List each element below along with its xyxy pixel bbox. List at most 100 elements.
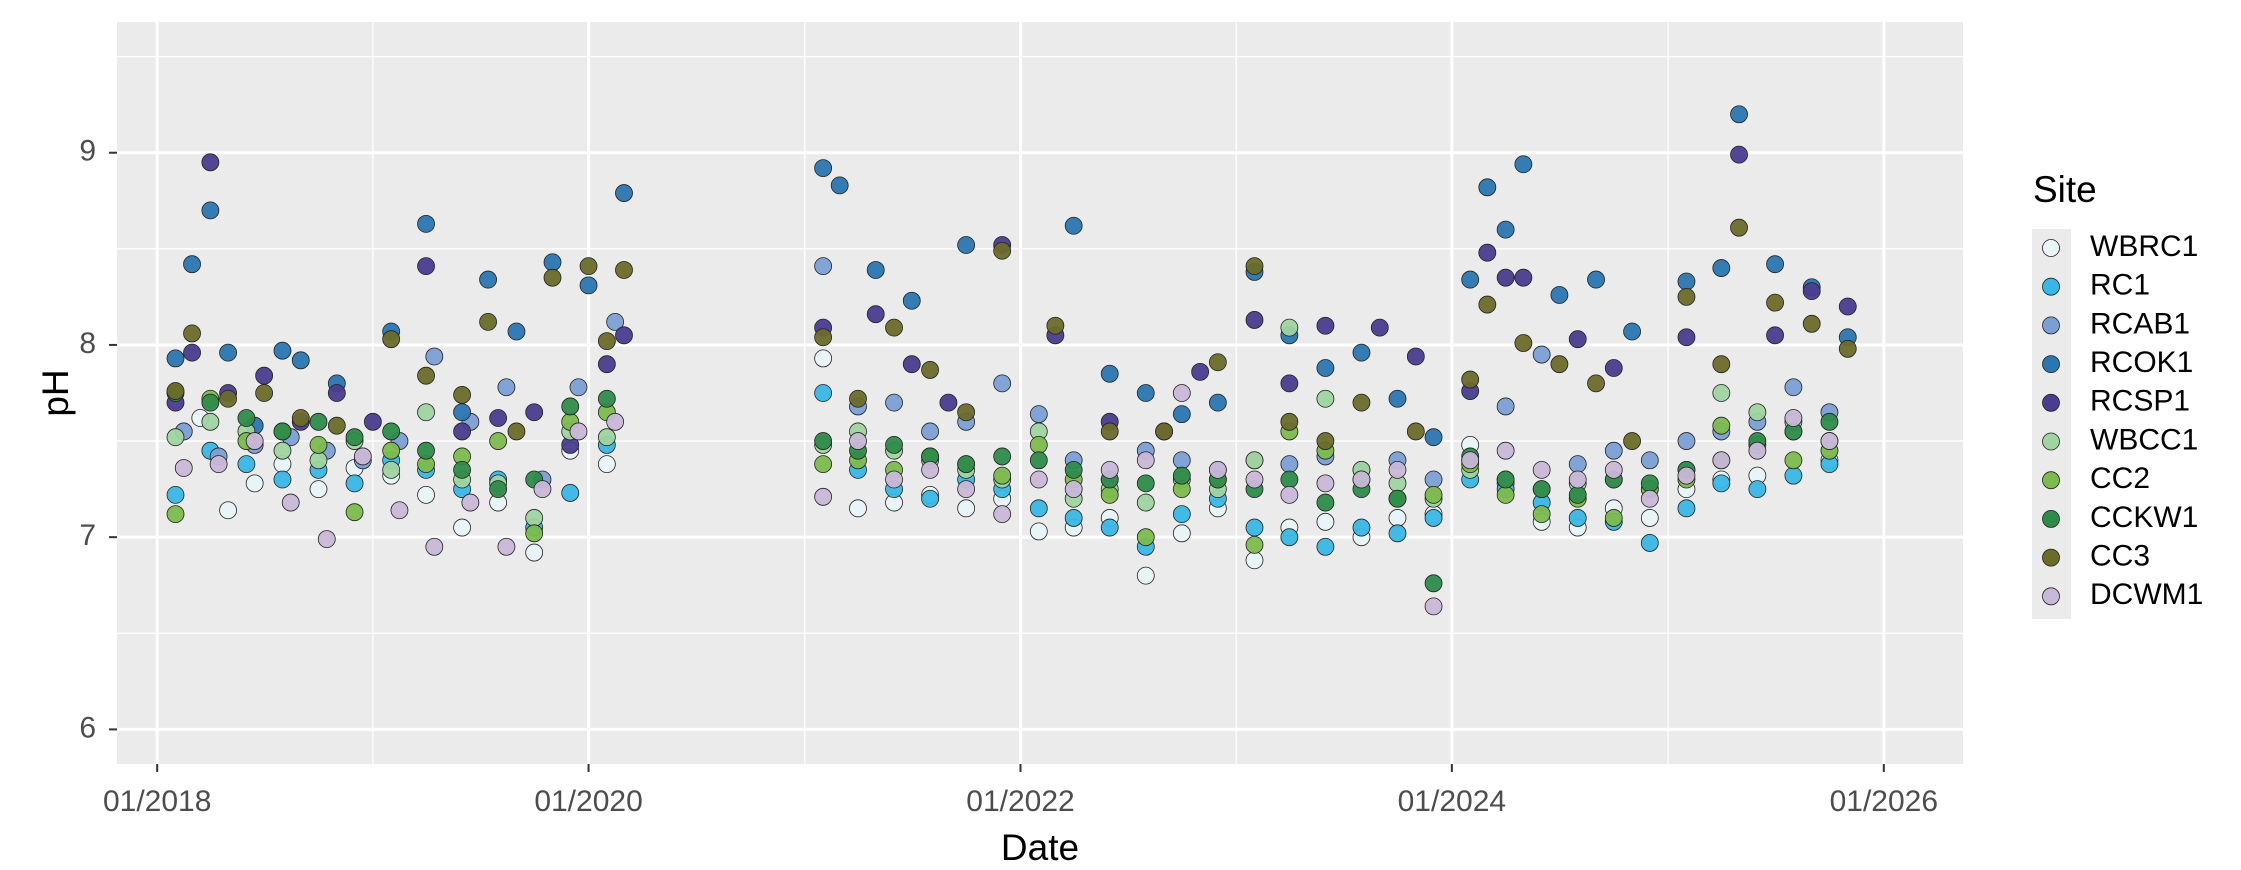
data-point — [1191, 362, 1210, 381]
data-point — [957, 455, 976, 474]
data-point — [425, 347, 444, 366]
data-point — [219, 389, 237, 408]
data-point — [1568, 470, 1587, 489]
data-point — [273, 441, 292, 460]
data-point — [479, 312, 497, 331]
data-point — [1100, 460, 1119, 479]
data-point — [174, 459, 193, 477]
data-point — [1245, 470, 1264, 489]
data-point — [382, 422, 401, 441]
data-point — [993, 374, 1012, 393]
data-point — [461, 493, 480, 512]
data-point — [1316, 359, 1335, 377]
legend-label: CC3 — [2090, 540, 2150, 573]
data-point — [1316, 493, 1335, 512]
data-point — [1100, 518, 1119, 537]
data-point — [1550, 355, 1569, 374]
legend-key — [2042, 355, 2060, 374]
data-point — [1784, 451, 1803, 470]
data-point — [993, 466, 1012, 485]
y-axis-title: pH — [35, 369, 76, 416]
data-point — [382, 330, 401, 349]
data-point — [166, 505, 185, 524]
data-point — [1838, 339, 1857, 358]
data-point — [606, 312, 625, 331]
data-point — [1029, 522, 1048, 541]
data-point — [1838, 297, 1857, 316]
data-point — [1208, 460, 1227, 479]
data-point — [885, 436, 903, 454]
data-point — [921, 460, 939, 479]
data-point — [489, 432, 508, 450]
data-point — [1352, 518, 1371, 537]
data-point — [237, 455, 256, 474]
data-point — [615, 326, 633, 345]
data-point — [1677, 328, 1696, 347]
data-point — [345, 474, 364, 493]
data-point — [1514, 155, 1533, 174]
data-point — [489, 480, 508, 499]
data-point — [166, 349, 185, 368]
data-point — [1064, 460, 1083, 479]
legend-label: RCOK1 — [2090, 346, 2193, 379]
x-tick-label: 01/2022 — [966, 785, 1074, 818]
data-point — [255, 384, 274, 402]
data-point — [1245, 257, 1264, 276]
axis-ticks — [109, 151, 1885, 772]
data-point — [166, 382, 185, 400]
data-point — [245, 474, 264, 493]
data-point — [1064, 509, 1083, 527]
data-point — [1136, 474, 1155, 493]
data-point — [866, 305, 885, 324]
data-point — [814, 257, 833, 276]
data-point — [533, 480, 552, 499]
data-point — [1604, 460, 1623, 479]
data-point — [1712, 384, 1731, 402]
data-point — [1064, 480, 1083, 499]
legend-title: Site — [2033, 169, 2097, 210]
data-point — [525, 509, 544, 527]
data-point — [201, 201, 220, 220]
data-point — [1766, 326, 1784, 345]
data-point — [363, 412, 382, 431]
legend-key — [2042, 587, 2060, 606]
data-point — [814, 455, 833, 474]
data-point — [615, 184, 633, 202]
data-point — [1316, 537, 1335, 556]
data-point — [1245, 551, 1264, 570]
data-point — [453, 460, 471, 479]
data-point — [1640, 474, 1659, 493]
data-point — [849, 499, 867, 518]
data-point — [1748, 480, 1767, 499]
data-point — [1604, 359, 1623, 377]
data-point — [1784, 466, 1803, 485]
data-point — [902, 355, 921, 374]
data-point — [597, 455, 616, 474]
data-point — [1172, 451, 1191, 470]
data-point — [1568, 509, 1587, 527]
data-point — [1280, 412, 1299, 431]
data-point — [525, 524, 544, 543]
data-point — [1730, 218, 1748, 237]
data-point — [1388, 489, 1407, 508]
data-point — [1496, 485, 1515, 504]
data-point — [814, 487, 833, 506]
data-point — [597, 332, 616, 350]
data-point — [1406, 422, 1425, 441]
data-point — [1316, 316, 1335, 335]
data-point — [579, 276, 598, 295]
data-point — [390, 501, 409, 520]
data-point — [382, 441, 401, 460]
data-point — [309, 412, 328, 431]
data-point — [1136, 493, 1155, 512]
data-point — [497, 537, 516, 556]
data-point — [453, 422, 471, 441]
data-point — [291, 409, 310, 427]
legend: Site WBRC1 RC1 RCAB1 RCOK1 RCSP1 WBCC1 C… — [2032, 169, 2203, 619]
data-point — [1748, 441, 1767, 460]
data-point — [814, 328, 833, 347]
data-point — [479, 270, 497, 289]
data-point — [597, 355, 616, 374]
data-point — [1316, 432, 1335, 450]
data-point — [866, 261, 885, 279]
